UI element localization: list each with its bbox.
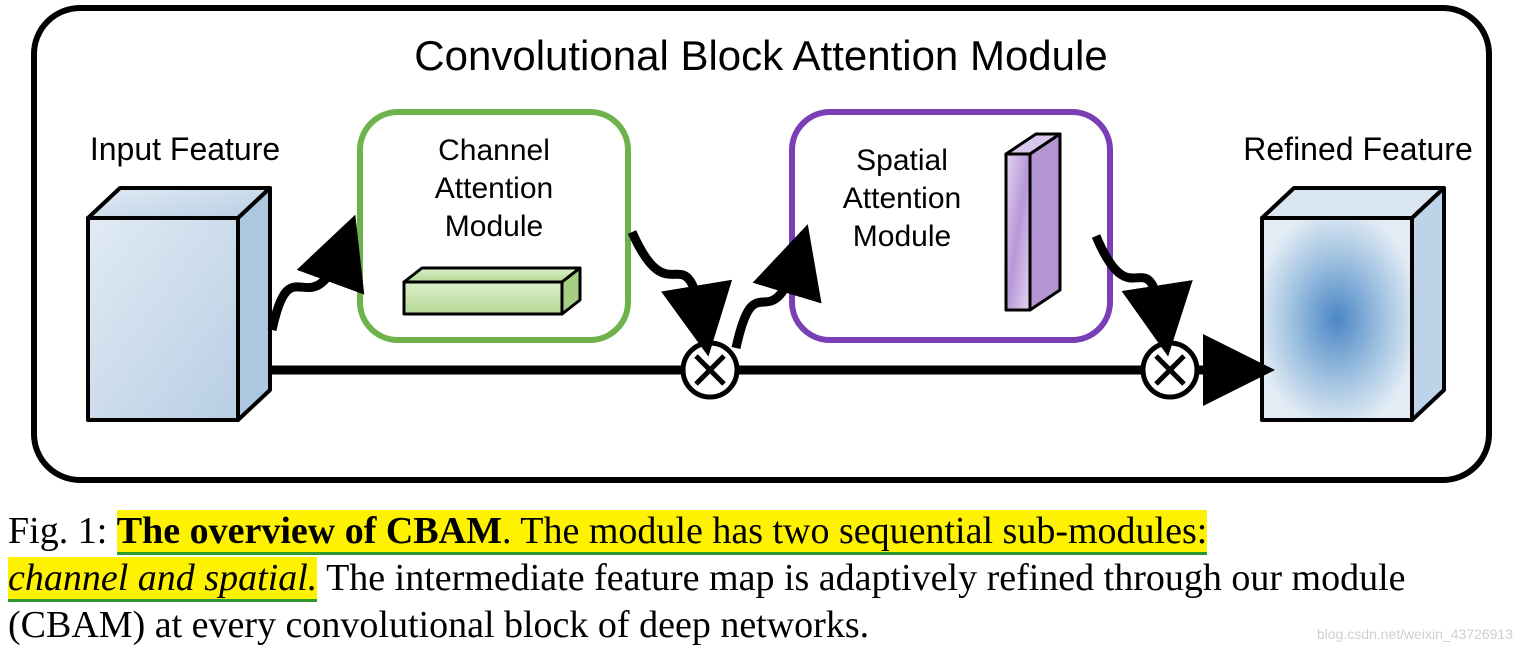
channel-module-label-2: Attention <box>435 172 553 205</box>
channel-module-label-1: Channel <box>438 134 550 167</box>
cbam-diagram: Convolutional Block Attention Module Inp… <box>0 0 1523 500</box>
caption-bold-highlight: The overview of CBAM <box>117 510 502 555</box>
channel-block-icon <box>404 268 580 314</box>
multiply-op-1 <box>683 343 737 397</box>
figure-caption: Fig. 1: The overview of CBAM. The module… <box>8 508 1508 649</box>
refined-feature-cube <box>1262 188 1444 420</box>
caption-highlight-italic: channel and spatial. <box>8 557 317 602</box>
channel-module-label-3: Module <box>445 210 543 243</box>
input-feature-label: Input Feature <box>90 131 280 167</box>
multiply-op-2 <box>1143 343 1197 397</box>
spatial-module-label-2: Attention <box>843 182 961 215</box>
spatial-slab-icon <box>1006 134 1060 310</box>
diagram-title: Convolutional Block Attention Module <box>414 32 1107 79</box>
spatial-module-label-3: Module <box>853 220 951 253</box>
caption-highlight-1: . The module has two sequential sub-modu… <box>502 510 1207 555</box>
input-feature-cube <box>88 188 270 420</box>
caption-prefix: Fig. 1: <box>8 510 117 552</box>
spatial-module-label-1: Spatial <box>856 144 948 177</box>
watermark-text: blog.csdn.net/weixin_43726913 <box>1317 626 1513 642</box>
refined-feature-label: Refined Feature <box>1243 131 1472 167</box>
